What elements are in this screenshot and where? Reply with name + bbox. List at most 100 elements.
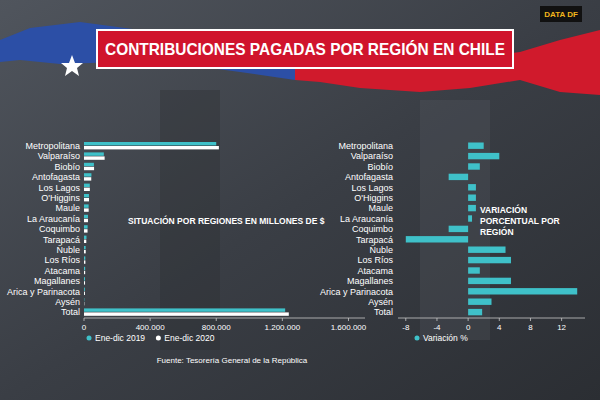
category-label: Tarapacá bbox=[43, 235, 80, 245]
category-label: Ñuble bbox=[369, 245, 393, 255]
title: CONTRIBUCIONES PAGADAS POR REGIÓN EN CHI… bbox=[105, 40, 505, 59]
category-label: Metropolitana bbox=[25, 141, 80, 151]
bar bbox=[84, 225, 88, 228]
tick-label: 1.200.000 bbox=[265, 323, 301, 332]
tick bbox=[348, 318, 349, 321]
bar bbox=[468, 278, 511, 284]
x-axis bbox=[84, 318, 365, 319]
bar bbox=[84, 184, 90, 187]
tick bbox=[468, 318, 469, 321]
bar bbox=[84, 292, 85, 295]
annotation-line: SITUACIÓN POR REGIONES EN MILLONES DE $ bbox=[128, 215, 325, 226]
tick-label: 0 bbox=[466, 323, 471, 332]
tick-label: -4 bbox=[433, 323, 441, 332]
bar bbox=[84, 198, 89, 201]
tick bbox=[561, 318, 562, 321]
category-label: Los Ríos bbox=[44, 255, 80, 265]
category-label: Biobío bbox=[54, 162, 80, 172]
chart-0: MetropolitanaValparaísoBiobíoAntofagasta… bbox=[7, 141, 367, 343]
bar bbox=[84, 236, 86, 239]
annotation: VARIACIÓNPORCENTUAL PORREGIÓN bbox=[480, 204, 560, 237]
category-label: Atacama bbox=[357, 266, 393, 276]
annotation: SITUACIÓN POR REGIONES EN MILLONES DE $ bbox=[128, 215, 325, 226]
bar bbox=[84, 312, 289, 315]
bar bbox=[84, 177, 91, 180]
logo: DATA DF bbox=[544, 10, 578, 19]
bar bbox=[84, 281, 85, 284]
tick bbox=[499, 318, 500, 321]
title-box bbox=[97, 30, 513, 68]
bar bbox=[468, 299, 491, 305]
chart-1: MetropolitanaValparaísoBiobíoAntofagasta… bbox=[320, 141, 585, 343]
bar bbox=[449, 174, 468, 180]
bar bbox=[468, 215, 472, 221]
bar bbox=[468, 195, 476, 201]
tick-label: 4 bbox=[497, 323, 502, 332]
category-label: Arica y Parinacota bbox=[7, 287, 80, 297]
chart-root: CONTRIBUCIONES PAGADAS POR REGIÓN EN CHI… bbox=[0, 0, 600, 400]
map-star bbox=[61, 55, 83, 76]
x-axis bbox=[398, 318, 585, 319]
bar bbox=[84, 246, 86, 249]
category-label: Arica y Parinacota bbox=[320, 287, 393, 297]
tick bbox=[216, 318, 217, 321]
category-label: Coquimbo bbox=[352, 224, 393, 234]
bar bbox=[84, 308, 285, 311]
category-label: Aysén bbox=[368, 297, 393, 307]
bar bbox=[84, 215, 88, 218]
tick-label: 12 bbox=[557, 323, 566, 332]
bar bbox=[84, 271, 85, 274]
category-label: Magallanes bbox=[34, 276, 81, 286]
legend-swatch bbox=[415, 336, 420, 341]
category-label: Antofagasta bbox=[32, 172, 80, 182]
bar bbox=[84, 163, 94, 166]
bar bbox=[84, 156, 105, 159]
category-label: La Araucanía bbox=[27, 214, 80, 224]
bar bbox=[468, 257, 511, 263]
tick-label: -8 bbox=[402, 323, 410, 332]
category-label: Coquimbo bbox=[39, 224, 80, 234]
bar bbox=[84, 167, 94, 170]
bar bbox=[84, 298, 85, 301]
bars bbox=[84, 142, 289, 316]
category-label: Los Ríos bbox=[357, 255, 393, 265]
legend-label: Ene-dic 2019 bbox=[95, 333, 145, 343]
bar bbox=[468, 309, 482, 315]
bar bbox=[84, 142, 216, 145]
bar bbox=[468, 288, 577, 294]
category-label: Los Lagos bbox=[38, 183, 80, 193]
annotation-line: VARIACIÓN bbox=[480, 204, 527, 215]
category-label: Tarapacá bbox=[356, 235, 393, 245]
bar bbox=[84, 194, 89, 197]
legend-swatch bbox=[87, 336, 92, 341]
bar bbox=[84, 288, 85, 291]
bar bbox=[84, 208, 89, 211]
bar bbox=[449, 226, 468, 232]
bar bbox=[84, 250, 86, 253]
category-label: Magallanes bbox=[347, 276, 394, 286]
tick-label: 1.600.000 bbox=[331, 323, 367, 332]
bar bbox=[84, 256, 85, 259]
bar bbox=[84, 277, 85, 280]
category-label: Total bbox=[374, 307, 393, 317]
tick bbox=[150, 318, 151, 321]
tick bbox=[530, 318, 531, 321]
category-label: Atacama bbox=[44, 266, 80, 276]
bar bbox=[468, 267, 480, 273]
bar bbox=[406, 236, 468, 242]
bar bbox=[468, 205, 476, 211]
source: Fuente: Tesorería General de la Repúblic… bbox=[157, 356, 308, 365]
category-label: Maule bbox=[55, 203, 80, 213]
bar bbox=[84, 229, 88, 232]
logo-box bbox=[540, 6, 582, 22]
tick bbox=[436, 318, 437, 321]
bar bbox=[468, 184, 476, 190]
bar bbox=[84, 260, 85, 263]
bar bbox=[84, 146, 219, 149]
bar bbox=[468, 247, 505, 253]
bar bbox=[84, 219, 88, 222]
background bbox=[0, 0, 600, 400]
category-label: Biobío bbox=[367, 162, 393, 172]
legend-swatch bbox=[156, 336, 161, 341]
category-label: Valparaíso bbox=[38, 151, 80, 161]
